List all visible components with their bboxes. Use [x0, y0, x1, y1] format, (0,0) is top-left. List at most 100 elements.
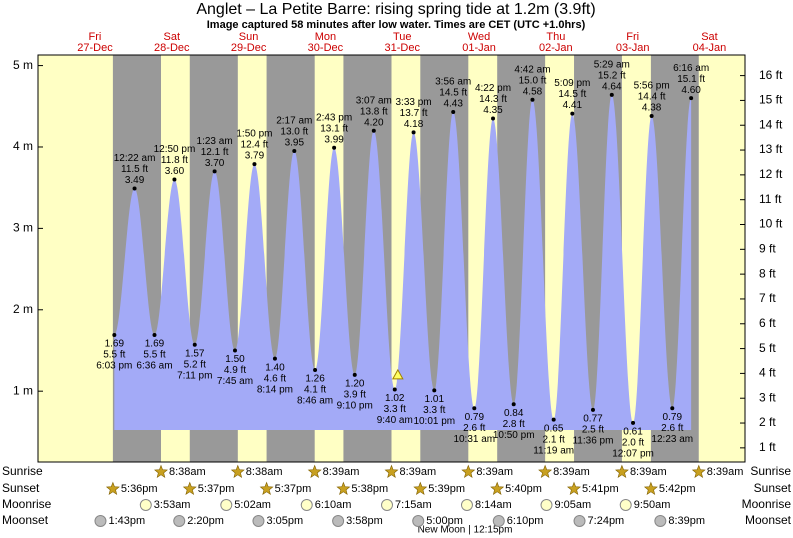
moonrise-time: 7:15am [395, 499, 432, 511]
feet-label: 3.3 ft [384, 404, 406, 415]
feet-label: 5.5 ft [143, 350, 165, 361]
value-label: 4.18 [404, 119, 424, 130]
feet-label: 11.8 ft [161, 155, 188, 166]
feet-label: 14.4 ft [638, 92, 666, 103]
sunset-time: 5:38pm [351, 483, 388, 495]
value-label: 4.41 [563, 100, 583, 111]
value-label: 1.20 [345, 379, 365, 390]
value-label: 0.84 [504, 408, 524, 419]
day-name: Tue [393, 31, 412, 43]
value-label: 3.95 [285, 138, 305, 149]
y2-tick-label: 14 ft [759, 117, 783, 131]
plot-frame [37, 54, 746, 463]
sunset-time: 5:42pm [659, 483, 696, 495]
moonset-time: 8:39pm [668, 515, 705, 527]
y2-tick-label: 1 ft [759, 440, 776, 454]
sunrise-icon [691, 464, 706, 478]
sunset-icon [490, 481, 505, 495]
moonset-icon [173, 515, 186, 527]
moonset-icon [412, 515, 425, 527]
y2-tick-label: 9 ft [759, 241, 776, 255]
sunset-icon [413, 481, 428, 495]
value-label: 3.60 [165, 166, 185, 177]
feet-label: 14.5 ft [439, 88, 467, 99]
time-label: 1:23 am [197, 136, 233, 147]
y2-tick-label: 4 ft [759, 366, 776, 380]
moonrise-icon [220, 499, 233, 511]
feet-label: 15.0 ft [519, 75, 547, 86]
low-water-dot [432, 388, 437, 393]
moonrise-icon [139, 499, 152, 511]
value-label: 0.77 [583, 414, 603, 425]
feet-label: 13.0 ft [280, 127, 308, 138]
moonset-icon [94, 515, 107, 527]
time-label: 3:33 pm [396, 97, 432, 108]
value-label: 1.01 [425, 394, 445, 405]
time-label: 4:22 pm [475, 83, 511, 94]
value-label: 4.35 [483, 105, 503, 116]
low-water-dot [232, 348, 237, 353]
time-label: 4:42 am [514, 64, 550, 75]
high-water-dot [609, 92, 614, 97]
time-label: 12:07 pm [612, 449, 654, 460]
feet-label: 11.5 ft [121, 164, 148, 175]
feet-label: 4.1 ft [304, 385, 326, 396]
time-label: 8:46 am [297, 396, 333, 407]
moonset-time: 2:20pm [187, 515, 224, 527]
sunset-time: 5:39pm [428, 483, 465, 495]
sunrise-time: 8:39am [707, 466, 744, 478]
moon-phase: New Moon | 12:15pm [418, 525, 513, 536]
tide-area [114, 94, 692, 431]
sunrise-time: 8:38am [169, 466, 206, 478]
high-water-dot [172, 177, 177, 182]
day-name: Mon [315, 31, 336, 43]
low-water-dot [392, 387, 397, 392]
feet-label: 14.3 ft [479, 94, 507, 105]
day-name: Sun [239, 31, 259, 43]
feet-label: 4.6 ft [264, 373, 286, 384]
time-label: 6:16 am [673, 63, 709, 74]
y-tick-label: 2 m [13, 302, 33, 316]
sunrise-icon [307, 464, 322, 478]
y2-tick-label: 5 ft [759, 341, 776, 355]
sunrise-icon [230, 464, 245, 478]
y2-tick-label: 10 ft [759, 217, 783, 231]
high-water-dot [689, 96, 694, 101]
high-water-dot [371, 128, 376, 133]
high-water-dot [451, 109, 456, 114]
high-water-dot [252, 162, 257, 167]
time-label: 5:09 pm [554, 78, 590, 89]
sunset-icon [567, 481, 581, 495]
low-water-dot [112, 333, 117, 338]
sunrise-icon [384, 464, 399, 478]
moonrise-time: 8:14am [475, 499, 512, 511]
value-label: 1.69 [105, 339, 125, 350]
value-label: 4.60 [681, 85, 701, 96]
row-label: Moonrise [742, 497, 792, 511]
feet-label: 2.5 ft [582, 425, 604, 436]
row-label: Sunset [754, 481, 792, 495]
sunrise-time: 8:39am [323, 466, 360, 478]
low-water-dot [313, 368, 318, 373]
feet-label: 2.6 ft [463, 423, 485, 434]
value-label: 0.79 [465, 412, 485, 423]
time-label: 10:31 am [453, 434, 495, 445]
row-label: Moonset [745, 513, 792, 527]
time-label: 10:50 pm [493, 430, 535, 441]
moonrise-icon [540, 499, 553, 511]
sunrise-time: 8:39am [476, 466, 513, 478]
y2-tick-label: 2 ft [759, 415, 776, 429]
low-water-dot [670, 406, 675, 411]
moonset-time: 6:10pm [507, 515, 544, 527]
value-label: 0.65 [544, 423, 564, 434]
feet-label: 12.1 ft [201, 147, 229, 158]
y2-tick-label: 13 ft [759, 142, 783, 156]
time-label: 6:03 pm [96, 361, 132, 372]
day-date: 02-Jan [539, 42, 573, 54]
moonrise-icon [619, 499, 632, 511]
sunrise-icon [154, 464, 168, 478]
time-label: 7:11 pm [177, 370, 212, 381]
value-label: 1.69 [145, 339, 165, 350]
feet-label: 14.5 ft [558, 89, 586, 100]
